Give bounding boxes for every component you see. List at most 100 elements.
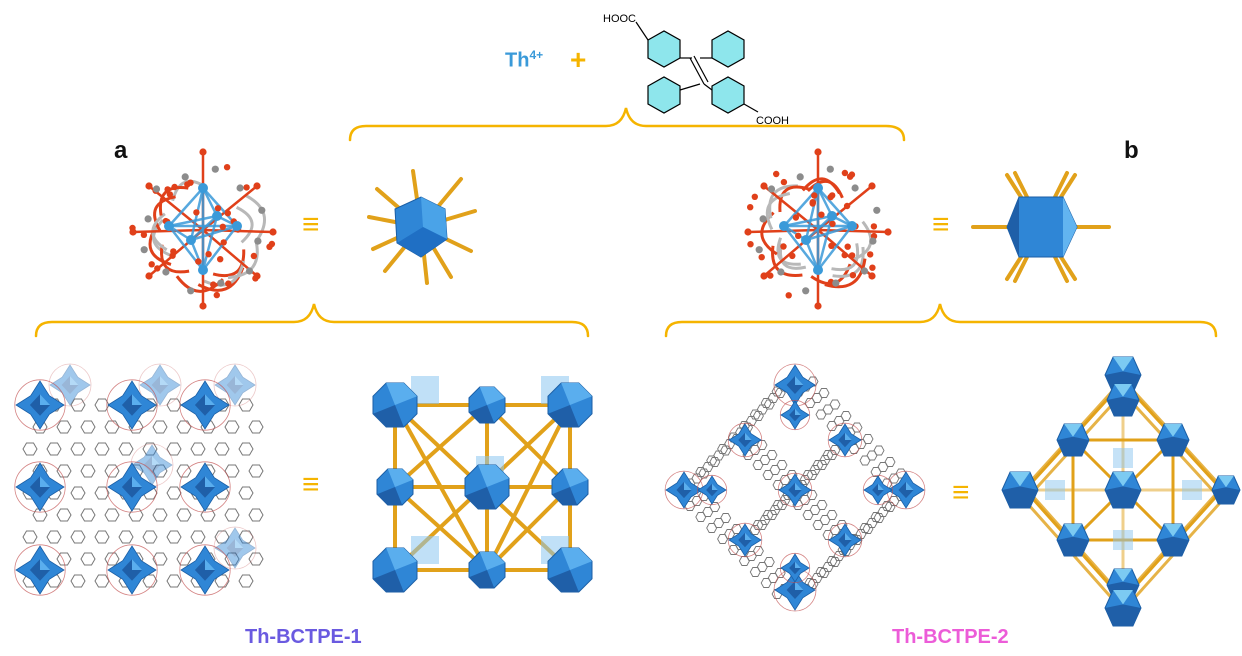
topology-node [468,386,506,424]
linker-ring [80,464,96,478]
oxygen-atom [811,192,818,199]
topology-node [1156,423,1190,457]
carbon-atom [777,268,785,276]
linker-ring [190,442,206,456]
linker-ring [873,445,885,456]
oxygen-atom [841,251,848,259]
linker-ring [80,508,96,522]
linker-ring [166,574,182,588]
linker-ring [870,512,882,522]
linker-ring [56,552,72,566]
linker-ring [104,552,120,566]
metal-bond [168,187,204,227]
linker-ring [776,500,788,510]
cluster-node [14,461,66,513]
linker-ring [779,475,791,485]
metal-bond [189,239,205,271]
oxygen-atom [166,191,174,198]
carbon-atom [869,237,877,245]
linker-ring [771,386,783,397]
oxygen-atom [814,302,822,310]
carboxylate-bond [153,195,176,232]
oxygen-atom [758,254,765,261]
oxo-bond [747,228,819,234]
thorium-atom [779,221,789,231]
linker-ring [176,420,192,434]
carbon-atom [254,237,262,245]
ligand-group-top: HOOC [603,13,636,25]
linker-ring [851,422,863,433]
linker-ring [70,574,86,588]
carbon-atom [187,287,195,295]
linker-ring [840,411,852,421]
linker-ring [224,552,240,566]
oxygen-atom [760,182,768,190]
cluster-node [664,470,704,510]
framework-linkers-b [684,376,907,599]
thorium-atom [813,265,823,275]
oxygen-atom [164,186,171,193]
linker-ring [152,508,168,522]
oxygen-atom [145,272,153,280]
oxygen-atom [868,182,876,190]
linker-ring [819,455,831,465]
oxygen-atom [795,232,802,239]
cluster-node [14,544,66,596]
metal-ion-symbol: Th [505,49,530,72]
linker-ring [238,398,254,412]
linker-ring [94,530,110,544]
oxygen-atom [789,252,796,260]
linker-ring [713,450,725,461]
topology-net-a [372,376,593,593]
linker-ring [152,464,168,478]
topology-node [376,468,414,506]
oxygen-atom [129,228,137,236]
cluster-node-ghost [138,363,182,407]
oxygen-atom [809,200,816,207]
ghost-node [1182,480,1202,500]
linker-ring [720,445,732,456]
metal-ion-label: Th4+ [505,48,543,73]
linker-ring [829,445,841,455]
oxygen-atom [785,292,792,299]
linker-ring [176,464,192,478]
thorium-atom [827,211,837,221]
linker-ring [822,530,834,540]
linker-ring [752,520,764,530]
linker-ring [709,502,721,512]
carbon-atom [873,206,881,214]
topology-net-b [1001,356,1241,627]
linker-ring [752,411,764,421]
linker-ring [881,501,893,511]
linker-ring [70,398,86,412]
linker-ring [142,530,158,544]
linker-ring [720,513,732,523]
topology-rod [485,485,572,572]
linker-ring [815,567,827,577]
oxygen-atom [140,231,148,238]
carboxylate-bond [778,185,809,213]
polyhedron-node-a [367,169,477,285]
linker-ring [866,450,878,461]
oxygen-atom [205,251,212,258]
linker-ring [862,434,874,444]
thorium-atom [164,221,174,231]
carboxylate-bond [244,193,266,242]
linker-ring [809,465,821,475]
carbon-atom [755,246,763,254]
linker-ring [104,420,120,434]
topology-node [1156,523,1190,557]
carboxylate-bond [227,239,259,280]
linker-ring [46,530,62,544]
framework-nodes-b [664,363,926,612]
oxo-bond [817,228,889,234]
linker-ring [176,508,192,522]
carbon-atom [140,246,148,254]
oxygen-atom [148,261,155,268]
linker-ring [702,507,714,517]
carbon-atom [796,173,804,181]
carbon-atom [162,268,170,276]
metal-bond [168,214,218,228]
linker-ring [759,455,771,465]
